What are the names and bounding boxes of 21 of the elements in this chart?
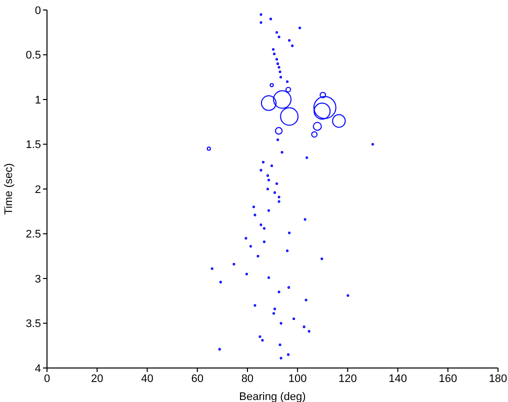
y-tick-label: 3.5 — [26, 318, 41, 330]
y-tick-label: 3 — [34, 273, 41, 286]
y-tick-label: 4 — [34, 362, 41, 375]
y-tick-label: 2.5 — [26, 228, 41, 241]
x-tick-label: 60 — [191, 372, 204, 385]
y-tick-label: 2 — [34, 184, 41, 196]
y-tick-label: 0 — [34, 4, 41, 17]
x-tick-label: 160 — [438, 372, 458, 385]
x-tick-label: 120 — [338, 372, 357, 385]
x-axis-title: Bearing (deg) — [239, 391, 306, 402]
y-tick-label: 1.5 — [26, 139, 41, 152]
y-tick-label: 0.5 — [26, 50, 41, 62]
x-tick-label: 100 — [288, 372, 307, 385]
x-tick-label: 80 — [241, 372, 254, 385]
x-tick-label: 0 — [44, 372, 50, 385]
x-tick-label: 20 — [90, 372, 104, 385]
x-tick-label: 140 — [388, 372, 407, 385]
y-tick-label: 1 — [34, 94, 41, 106]
x-tick-label: 180 — [488, 372, 508, 385]
x-tick-label: 40 — [141, 372, 154, 385]
y-axis-title: Time (sec) — [2, 163, 15, 215]
